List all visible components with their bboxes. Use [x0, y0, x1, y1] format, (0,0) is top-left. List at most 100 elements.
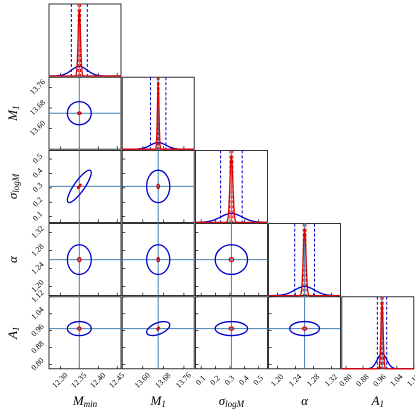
x-tick-label: 0.1 [194, 374, 207, 387]
histogram [268, 228, 341, 297]
axis-label-main: α [301, 393, 309, 408]
contour [228, 326, 235, 331]
x-tick-label: 0.80 [337, 372, 353, 388]
axis-label-sub: 1 [380, 399, 385, 409]
x-tick-label: 1.32 [323, 372, 339, 388]
histogram [49, 9, 121, 77]
axis-label-main: M [150, 393, 163, 408]
axis-label-main: α [5, 255, 20, 263]
contour [145, 169, 171, 204]
histogram [122, 82, 195, 150]
axis-label: σlogM [219, 393, 245, 409]
axis-label: σlogM [5, 173, 21, 199]
contour [145, 320, 171, 337]
panel [268, 223, 342, 297]
y-tick-label: 0.3 [31, 181, 44, 194]
axis-label-sub: logM [11, 173, 21, 193]
x-tick-label: 0.96 [371, 372, 387, 388]
axis-label-main: A [5, 331, 20, 340]
contour [76, 326, 82, 331]
contour [76, 183, 82, 190]
y-tick-label: 13.60 [28, 119, 47, 138]
x-tick-label: 0.88 [354, 372, 370, 388]
contour [145, 244, 171, 276]
y-tick-label: 13.76 [28, 77, 47, 96]
panel [48, 149, 122, 223]
axis-label: M1 [150, 393, 166, 409]
axis-label: α [5, 255, 20, 263]
x-tick-label: 12.35 [69, 371, 88, 390]
y-tick-label: 1.04 [29, 305, 45, 321]
axis-label-sub: logM [225, 399, 245, 409]
histogram [49, 65, 121, 77]
panel [48, 296, 122, 370]
y-tick-label: 0.96 [29, 322, 45, 338]
contour [66, 244, 92, 276]
histogram [195, 155, 268, 224]
axis-label-sub: 1 [11, 327, 21, 332]
contour [66, 320, 92, 337]
axis-label: Mmin [72, 393, 98, 409]
x-tick-label: 0.3 [223, 374, 236, 387]
histogram [195, 212, 268, 224]
x-tick-label: 0.5 [252, 374, 265, 387]
x-tick-label: 12.45 [107, 371, 126, 390]
axis-label-sub: 1 [161, 399, 166, 409]
contour [214, 244, 249, 276]
axis-label-main: σ [219, 393, 226, 408]
panel [121, 149, 195, 223]
axis-label-main: σ [5, 192, 20, 199]
y-tick-label: 1.28 [29, 242, 45, 258]
contour [289, 320, 321, 337]
contour [228, 256, 235, 263]
panel [48, 223, 122, 297]
panel [341, 296, 415, 370]
histogram [341, 301, 414, 370]
panel [194, 149, 268, 224]
x-tick-label: 1.12 [405, 372, 415, 388]
histogram [341, 352, 414, 370]
contour [156, 326, 161, 331]
panel [121, 76, 195, 150]
axis-label: A1 [5, 327, 21, 340]
axis-label-main: A [371, 393, 380, 408]
x-tick-label: 13.60 [133, 371, 152, 390]
x-tick-label: 1.04 [388, 372, 404, 388]
panel [121, 223, 195, 297]
y-tick-label: 0.5 [31, 152, 44, 165]
contour [156, 256, 161, 263]
x-tick-label: 1.28 [305, 372, 321, 388]
y-tick-label: 0.80 [29, 356, 45, 372]
panel [48, 3, 122, 77]
y-tick-label: 1.32 [29, 224, 45, 240]
panel-frame [48, 296, 122, 370]
panel [121, 296, 195, 370]
y-tick-label: 0.2 [31, 195, 44, 208]
panel [194, 296, 268, 370]
axis-label: M1 [5, 106, 21, 122]
contour [66, 100, 92, 126]
x-tick-label: 12.40 [88, 371, 107, 390]
y-tick-label: 1.24 [29, 260, 45, 276]
x-tick-label: 1.20 [269, 372, 285, 388]
axis-label-sub: 1 [11, 106, 21, 111]
y-tick-label: 0.1 [31, 209, 44, 222]
panel [194, 223, 268, 297]
contour [66, 169, 92, 204]
panel-frame [48, 3, 122, 77]
panel [48, 76, 122, 150]
contour [76, 256, 82, 263]
contour [301, 326, 308, 331]
axis-label: α [301, 393, 309, 408]
y-tick-label: 0.88 [29, 339, 45, 355]
x-tick-label: 13.76 [174, 371, 193, 390]
y-tick-label: 0.4 [31, 166, 44, 179]
contour [214, 320, 249, 337]
axis-label: A1 [371, 393, 384, 409]
contour [76, 111, 82, 116]
contour [156, 183, 161, 190]
panel [268, 296, 342, 370]
axis-label-sub: min [84, 399, 98, 409]
x-tick-label: 12.30 [50, 371, 69, 390]
